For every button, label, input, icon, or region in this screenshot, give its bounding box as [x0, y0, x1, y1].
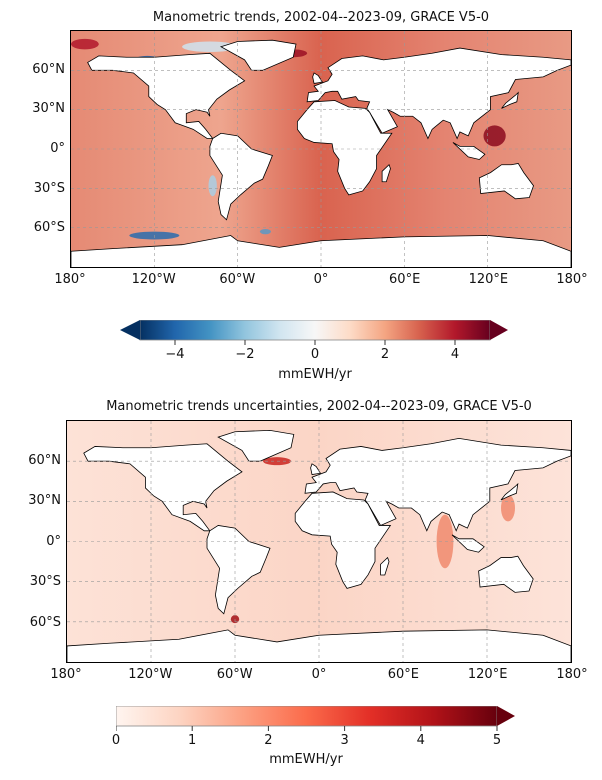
colorbar-extend-min: [120, 320, 140, 340]
data-anomaly: [208, 175, 217, 197]
lon-tick-label: 120°W: [128, 667, 173, 682]
landmass-japan: [501, 484, 518, 500]
colorbar-label-trends: mmEWH/yr: [278, 367, 352, 382]
colorbar-tick-label: 2: [380, 347, 390, 362]
lat-tick-label: 0°: [50, 141, 65, 156]
colorbar-tick-label: 0: [111, 733, 121, 748]
landmass-south-america: [210, 133, 273, 220]
lon-tick-label: 60°W: [216, 667, 253, 682]
colorbar-tick-label: 4: [416, 733, 425, 748]
lat-tick-label: 60°S: [33, 220, 65, 236]
lon-tick-label: 60°E: [389, 272, 421, 287]
lon-tick-label: 180°: [54, 272, 86, 287]
lon-tick-label: 120°E: [468, 272, 509, 287]
landmass-north-america: [84, 444, 242, 531]
landmass-africa: [297, 100, 391, 194]
colorbar-tick-label: 0: [310, 347, 320, 362]
landmass-madagascar: [381, 558, 389, 575]
landmass-australia: [479, 163, 533, 198]
colorbar-tick-label: 3: [340, 733, 349, 748]
landmass-eurasia: [305, 438, 571, 530]
landmass-great-britain: [313, 73, 323, 83]
lat-tick-label: 0°: [46, 533, 61, 549]
map-title-uncertainties: Manometric trends uncertainties, 2002-04…: [106, 399, 532, 414]
lon-tick-label: 120°W: [131, 272, 176, 287]
landmass-south-america: [207, 525, 270, 613]
lat-tick-label: 30°N: [28, 493, 61, 508]
lon-tick-label: 0°: [311, 667, 327, 682]
lat-tick-label: 60°N: [28, 452, 61, 468]
colorbar-tick-label: −4: [165, 347, 185, 362]
data-anomaly: [259, 228, 271, 235]
landmass-greenland: [218, 430, 294, 461]
colorbar-tick-label: 5: [492, 733, 502, 748]
lon-tick-label: 120°E: [467, 667, 508, 682]
lat-tick-label: 30°S: [29, 574, 61, 589]
uncertainty-map: [66, 420, 572, 663]
trend-map: [70, 30, 572, 268]
lon-tick-label: 180°: [556, 272, 588, 287]
colorbar-label-uncertainties: mmEWH/yr: [269, 752, 343, 767]
landmass-japan: [502, 93, 519, 109]
landmass-greenland: [221, 40, 296, 70]
colorbar-tick-label: 1: [188, 733, 197, 748]
lat-tick-label: 30°S: [33, 180, 65, 196]
lon-tick-label: 180°: [50, 667, 82, 682]
colorbar-extend-max: [497, 706, 515, 726]
landmass-madagascar: [382, 165, 390, 182]
data-anomaly: [182, 41, 238, 52]
map-title-trends: Manometric trends, 2002-04--2023-09, GRA…: [152, 10, 490, 25]
lon-tick-label: 0°: [313, 272, 329, 287]
landmass-eurasia: [307, 48, 571, 138]
lat-tick-label: 60°N: [32, 61, 65, 77]
lon-tick-label: 60°E: [387, 667, 419, 682]
colorbar: [116, 706, 515, 731]
colorbar: [120, 320, 508, 345]
data-anomaly: [483, 125, 506, 147]
landmass-north-america: [88, 53, 245, 138]
lon-tick-label: 60°W: [219, 272, 256, 287]
lat-tick-label: 30°N: [32, 101, 65, 117]
colorbar-extend-max: [490, 320, 508, 340]
landmass-indonesia: [453, 142, 485, 159]
colorbar-tick-label: 2: [264, 733, 273, 748]
landmass-great-britain: [311, 464, 321, 475]
data-anomaly: [71, 38, 99, 50]
landmass-antarctica: [71, 236, 571, 267]
landmass-indonesia: [452, 535, 484, 552]
colorbar-tick-label: 4: [450, 347, 460, 362]
landmass-australia: [479, 556, 534, 592]
lat-tick-label: 60°S: [29, 614, 61, 630]
lon-tick-label: 180°: [556, 667, 588, 682]
colorbar-tick-label: −2: [235, 347, 255, 362]
